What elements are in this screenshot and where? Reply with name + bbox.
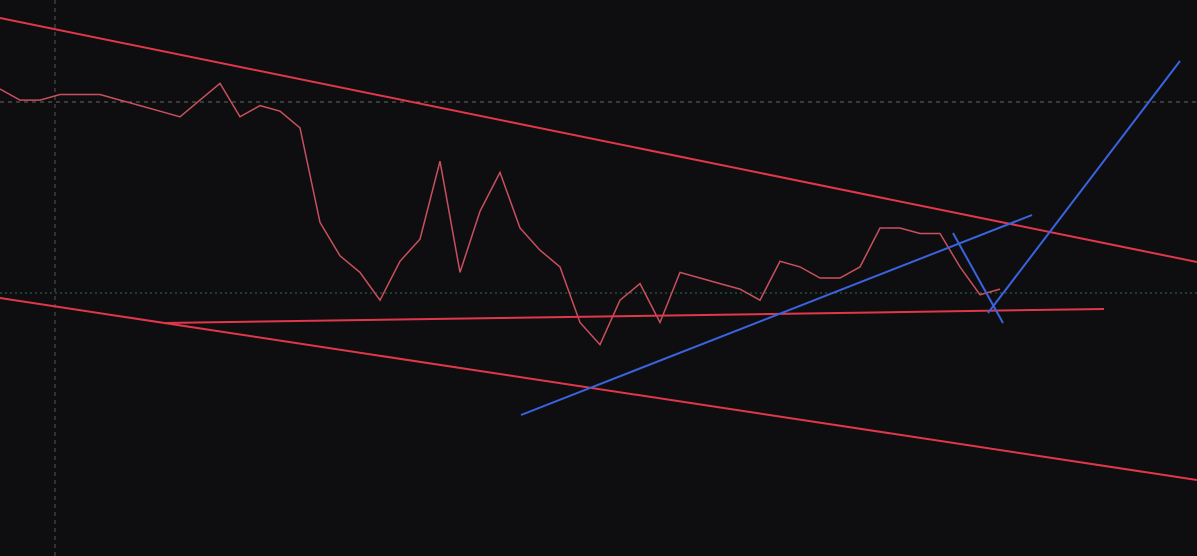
trend-line	[520, 214, 1033, 416]
trend-line	[164, 308, 1105, 324]
trend-line	[987, 60, 1181, 314]
trend-line	[952, 232, 1004, 324]
drawings	[0, 17, 1197, 481]
price-series	[0, 82, 1001, 347]
trend-line	[0, 297, 1197, 481]
price-line-series	[0, 82, 1001, 347]
trend-line	[0, 17, 1197, 263]
